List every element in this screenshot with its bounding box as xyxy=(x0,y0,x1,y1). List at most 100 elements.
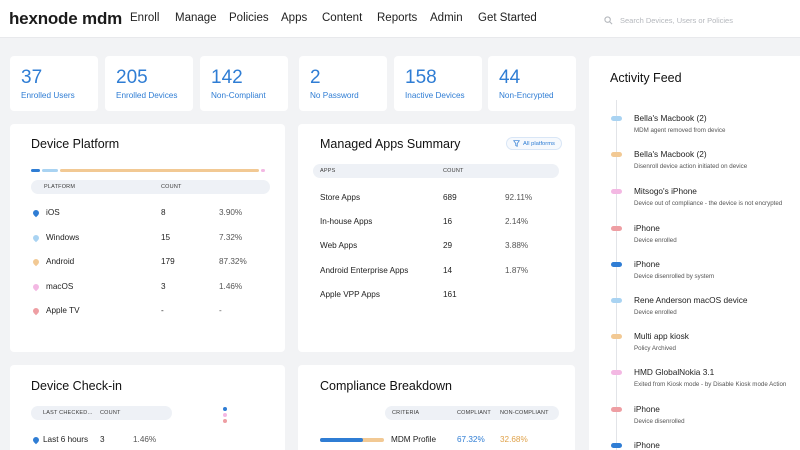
platform-count: 8 xyxy=(161,208,166,217)
header-compliant: COMPLIANT xyxy=(457,410,491,416)
search-bar[interactable] xyxy=(604,13,794,27)
stat-non-encrypted[interactable]: 44 Non-Encrypted xyxy=(488,56,576,111)
compliance-bar xyxy=(320,438,384,442)
app-count: 29 xyxy=(443,241,453,250)
activity-description: Device out of compliance - the device is… xyxy=(634,200,783,207)
compliance-bar-fill xyxy=(320,438,364,442)
non-compliant-percent: 32.68% xyxy=(500,435,528,444)
nav-reports[interactable]: Reports xyxy=(377,12,418,24)
app-count: 161 xyxy=(443,290,457,299)
activity-title: Multi app kiosk xyxy=(634,331,689,341)
platform-share-segment xyxy=(41,169,59,172)
stat-label: No Password xyxy=(310,91,359,100)
app-percent: 2.14% xyxy=(505,217,529,226)
app-percent: 92.11% xyxy=(505,193,533,202)
filter-label: All platforms xyxy=(523,140,555,147)
stat-non-compliant[interactable]: 142 Non-Compliant xyxy=(200,56,288,111)
platform-percent: 1.46% xyxy=(219,282,243,291)
header-criteria: CRITERIA xyxy=(392,410,420,416)
device-checkin-title: Device Check-in xyxy=(31,379,123,393)
stat-value: 142 xyxy=(211,67,243,88)
managed-apps-card xyxy=(298,124,575,352)
platform-count: 179 xyxy=(161,257,175,266)
nav-content[interactable]: Content xyxy=(322,12,363,24)
activity-title: Bella's Macbook (2) xyxy=(634,113,707,123)
filter-icon xyxy=(513,140,521,147)
timeline-marker xyxy=(611,189,622,194)
nav-get-started[interactable]: Get Started xyxy=(478,12,537,24)
stat-label: Enrolled Users xyxy=(21,91,75,100)
activity-title: iPhone xyxy=(634,404,660,414)
activity-description: Exited from Kiosk mode - by Disable Kios… xyxy=(634,381,787,388)
platform-name: Windows xyxy=(46,233,80,242)
header-last-checked: LAST CHECKED... xyxy=(43,410,93,416)
search-icon xyxy=(604,15,613,24)
platform-name: Apple TV xyxy=(46,306,80,315)
platform-share-segment xyxy=(60,169,259,172)
device-platform-title: Device Platform xyxy=(31,137,120,151)
app-percent: 3.88% xyxy=(505,241,529,250)
activity-feed-title: Activity Feed xyxy=(610,71,682,85)
timeline-line xyxy=(616,100,617,450)
platform-share-bar xyxy=(31,169,268,172)
activity-description: Device disenrolled by system xyxy=(634,273,715,280)
platform-share-segment xyxy=(260,169,265,172)
app-type-name: In-house Apps xyxy=(320,217,373,226)
platform-count: 15 xyxy=(161,233,171,242)
header-platform: PLATFORM xyxy=(44,184,76,190)
header-count: COUNT xyxy=(161,184,182,190)
nav-admin[interactable]: Admin xyxy=(430,12,463,24)
platform-name: iOS xyxy=(46,208,60,217)
checkin-table-header: LAST CHECKED... COUNT xyxy=(31,406,172,420)
platform-filter-button[interactable]: All platforms xyxy=(506,137,562,150)
nav-apps[interactable]: Apps xyxy=(281,12,308,24)
stat-value: 205 xyxy=(116,67,148,88)
nav-manage[interactable]: Manage xyxy=(175,12,217,24)
activity-description: Device enrolled xyxy=(634,237,677,244)
criteria-name: MDM Profile xyxy=(391,435,437,444)
timeline-marker xyxy=(611,407,622,412)
stat-inactive-devices[interactable]: 158 Inactive Devices xyxy=(394,56,482,111)
activity-title: iPhone xyxy=(634,259,660,269)
timeline-marker xyxy=(611,116,622,121)
platform-name: Android xyxy=(46,257,75,266)
device-platform-card xyxy=(10,124,285,352)
stat-label: Non-Encrypted xyxy=(499,91,554,100)
activity-feed-card xyxy=(589,56,800,450)
compliance-table-header: CRITERIA COMPLIANT NON-COMPLIANT xyxy=(385,406,559,420)
activity-title: iPhone xyxy=(634,440,660,450)
apps-table-header: APPS COUNT xyxy=(313,164,559,178)
activity-description: Device enrolled xyxy=(634,309,677,316)
legend-dot xyxy=(223,407,227,411)
stat-no-password[interactable]: 2 No Password xyxy=(299,56,387,111)
platform-percent: 7.32% xyxy=(219,233,243,242)
activity-title: iPhone xyxy=(634,223,660,233)
timeline-marker xyxy=(611,443,622,448)
stat-enrolled-devices[interactable]: 205 Enrolled Devices xyxy=(105,56,193,111)
timeline-marker xyxy=(611,262,622,267)
nav-enroll[interactable]: Enroll xyxy=(130,12,160,24)
platform-name: macOS xyxy=(46,282,74,291)
timeline-marker xyxy=(611,226,622,231)
activity-title: Rene Anderson macOS device xyxy=(634,295,748,305)
platform-share-segment xyxy=(31,169,40,172)
timeline-marker xyxy=(611,370,622,375)
timeline-marker xyxy=(611,334,622,339)
platform-table-header: PLATFORM COUNT xyxy=(31,180,270,194)
activity-title: Mitsogo's iPhone xyxy=(634,186,697,196)
stat-enrolled-users[interactable]: 37 Enrolled Users xyxy=(10,56,98,111)
top-navigation-bar: hexnode mdm Enroll Manage Policies Apps … xyxy=(0,0,800,38)
app-type-name: Android Enterprise Apps xyxy=(320,266,409,275)
nav-policies[interactable]: Policies xyxy=(229,12,269,24)
timeline-marker xyxy=(611,152,622,157)
activity-title: Bella's Macbook (2) xyxy=(634,149,707,159)
platform-percent: 3.90% xyxy=(219,208,243,217)
header-non-compliant: NON-COMPLIANT xyxy=(500,410,549,416)
timeline-marker xyxy=(611,298,622,303)
brand-logo[interactable]: hexnode mdm xyxy=(9,9,123,28)
activity-title: HMD GlobalNokia 3.1 xyxy=(634,367,715,377)
search-input[interactable] xyxy=(620,15,790,25)
platform-count: - xyxy=(161,306,164,315)
stat-label: Enrolled Devices xyxy=(116,91,178,100)
checkin-percent: 1.46% xyxy=(133,435,157,444)
